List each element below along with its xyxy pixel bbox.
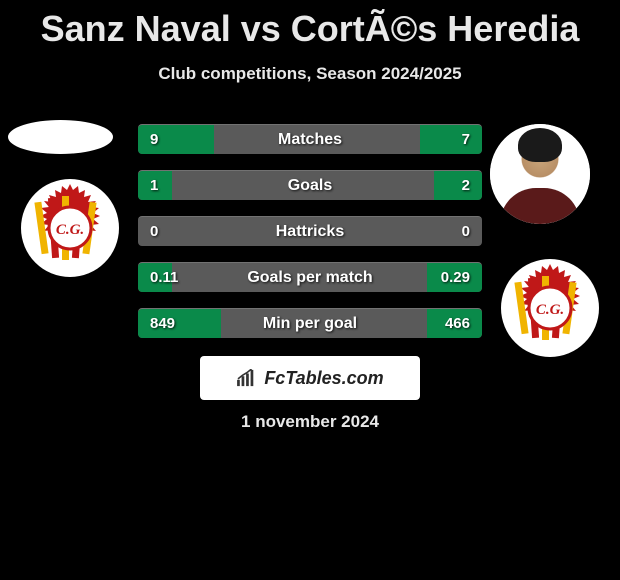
stat-value-right: 0.29: [441, 269, 470, 286]
stat-label: Min per goal: [138, 315, 482, 333]
svg-text:C.G.: C.G.: [536, 302, 564, 318]
stat-value-right: 7: [462, 131, 470, 148]
crest-icon: C.G.: [500, 258, 600, 358]
player-left-placeholder: [8, 120, 113, 154]
date-text: 1 november 2024: [0, 412, 620, 432]
crest-icon: C.G.: [20, 178, 120, 278]
club-crest-right: C.G.: [500, 258, 600, 363]
player-right-avatar: [490, 124, 590, 224]
stat-value-right: 466: [445, 315, 470, 332]
stat-label: Goals per match: [138, 269, 482, 287]
club-crest-left: C.G.: [20, 178, 120, 283]
stat-value-right: 2: [462, 177, 470, 194]
stat-label: Matches: [138, 131, 482, 149]
chart-bars-icon: [236, 369, 258, 387]
stat-row: 1 Goals 2: [138, 170, 482, 200]
stats-bars: 9 Matches 7 1 Goals 2 0 Hattricks 0 0.11…: [138, 124, 482, 354]
branding-badge: FcTables.com: [200, 356, 420, 400]
stat-row: 0.11 Goals per match 0.29: [138, 262, 482, 292]
stat-label: Hattricks: [138, 223, 482, 241]
branding-text: FcTables.com: [264, 368, 383, 389]
stat-row: 9 Matches 7: [138, 124, 482, 154]
stat-row: 0 Hattricks 0: [138, 216, 482, 246]
stat-row: 849 Min per goal 466: [138, 308, 482, 338]
comparison-title: Sanz Naval vs CortÃ©s Heredia: [0, 0, 620, 50]
comparison-subtitle: Club competitions, Season 2024/2025: [0, 64, 620, 84]
stat-value-right: 0: [462, 223, 470, 240]
stat-label: Goals: [138, 177, 482, 195]
svg-text:C.G.: C.G.: [56, 222, 84, 238]
